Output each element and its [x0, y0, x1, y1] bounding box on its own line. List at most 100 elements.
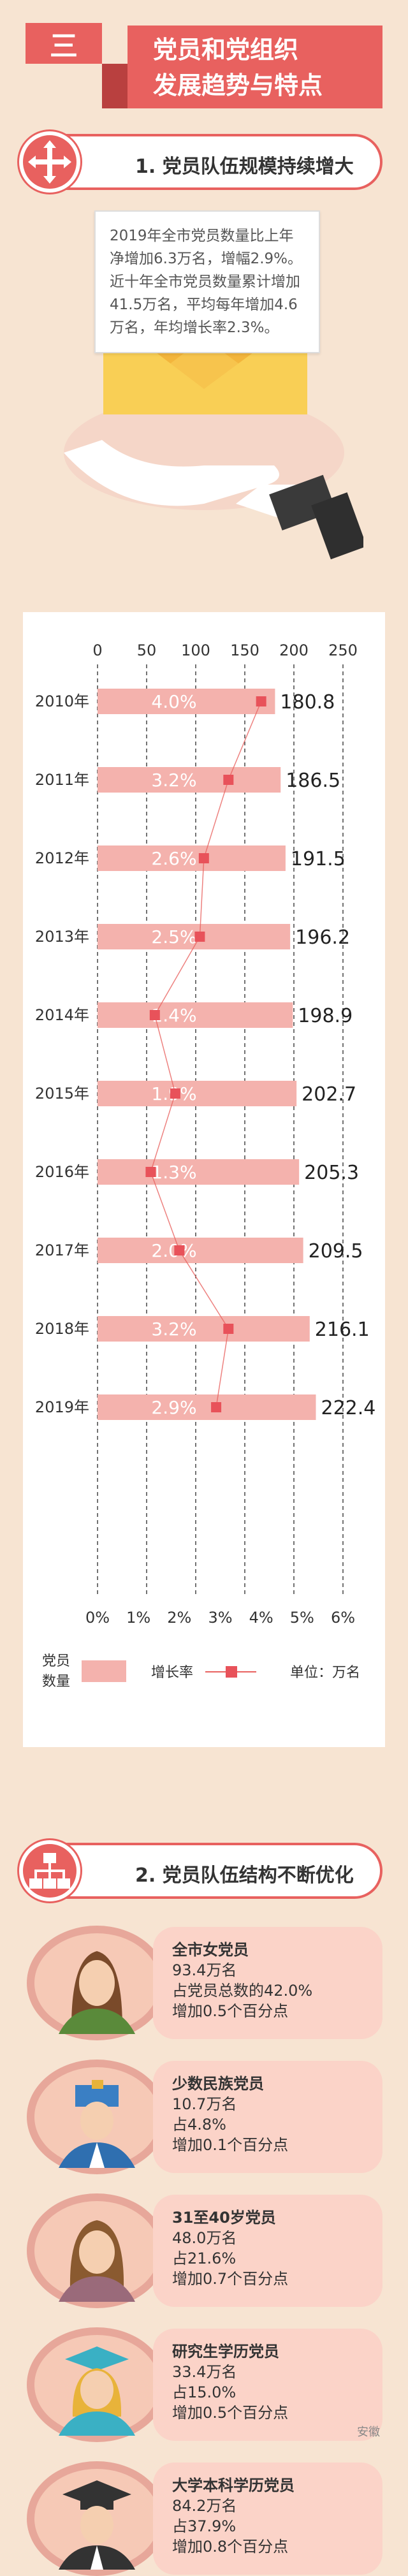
category-label: 2017年 — [35, 1241, 89, 1259]
bar — [98, 1316, 310, 1342]
profile-line: 占党员总数的42.0% — [172, 1982, 313, 2000]
rate-marker — [145, 1167, 156, 1177]
rate-value-label: 3.2% — [151, 770, 196, 791]
summary-text: 2019年全市党员数量比上年净增加6.3万名，增幅2.9%。近十年全市党员数量累… — [110, 228, 303, 336]
watermark: 安徽 — [357, 2426, 380, 2439]
bottom-axis-tick: 5% — [290, 1609, 314, 1627]
legend-bar-swatch — [82, 1660, 126, 1682]
profile-line: 少数民族党员 — [172, 2075, 264, 2093]
top-axis-tick: 50 — [137, 641, 157, 659]
young-woman-icon — [33, 2200, 161, 2304]
expand-arrows-icon — [19, 131, 80, 193]
profile-line: 占15.0% — [172, 2383, 237, 2401]
bottom-axis-tick: 0% — [85, 1609, 110, 1627]
bar-value-label: 202.7 — [302, 1083, 356, 1106]
bar — [98, 1081, 297, 1106]
category-label: 2010年 — [35, 692, 89, 710]
category-label: 2015年 — [35, 1085, 89, 1102]
rate-marker — [223, 1324, 234, 1334]
category-label: 2019年 — [35, 1398, 89, 1416]
legend-bar-label-line1: 党员 — [42, 1653, 70, 1669]
profile-card: 31至40岁党员 48.0万名 占21.6% 增加0.7个百分点 — [153, 2195, 382, 2307]
rate-value-label: 2.9% — [151, 1397, 196, 1418]
bar-value-label: 198.9 — [298, 1005, 353, 1027]
ethnic-minority-icon — [33, 2066, 161, 2170]
profile-card: 研究生学历党员 33.4万名 占15.0% 增加0.5个百分点 — [153, 2329, 382, 2441]
rate-value-label: 3.2% — [151, 1319, 196, 1340]
rate-marker — [194, 932, 205, 942]
category-label: 2011年 — [35, 771, 89, 789]
profile-card: 少数民族党员 10.7万名 占4.8% 增加0.1个百分点 — [153, 2061, 382, 2173]
profile-line: 84.2万名 — [172, 2497, 237, 2515]
top-axis-tick: 250 — [328, 641, 358, 659]
profile-line: 增加0.1个百分点 — [172, 2136, 289, 2154]
bar-value-label: 191.5 — [291, 848, 346, 870]
rate-marker — [149, 1010, 160, 1020]
party-member-chart: 0 50 100 150 200 250 0% 1% 2% 3% 4% 5% 6% 2010年 180.8 4… — [35, 641, 375, 1690]
legend-bar-label-line2: 数量 — [42, 1674, 70, 1690]
section1-header: 1. 党员队伍规模持续增大 — [31, 134, 382, 190]
profile-line: 10.7万名 — [172, 2095, 237, 2113]
profile-line: 占37.9% — [172, 2517, 237, 2535]
bar-value-label: 186.5 — [286, 770, 340, 792]
bar-value-label: 196.2 — [295, 926, 350, 949]
profile-line: 增加0.5个百分点 — [172, 2404, 289, 2422]
profile-line: 研究生学历党员 — [172, 2343, 279, 2360]
top-axis-tick: 0 — [92, 641, 102, 659]
profile-line: 占21.6% — [172, 2250, 237, 2267]
profile-line: 占4.8% — [172, 2116, 226, 2133]
legend-unit: 单位：万名 — [290, 1665, 360, 1681]
rate-value-label: 2.0% — [151, 1240, 196, 1261]
category-label: 2013年 — [35, 928, 89, 946]
section2-title: 2. 党员队伍结构不断优化 — [135, 1864, 354, 1887]
profile-avatar-frame — [27, 2060, 167, 2174]
section1-title: 1. 党员队伍规模持续增大 — [135, 156, 354, 178]
summary-paper — [94, 210, 320, 353]
legend-line-label: 增长率 — [151, 1665, 193, 1681]
bottom-axis-tick: 3% — [208, 1609, 232, 1627]
profile-avatar-frame — [27, 2193, 167, 2308]
category-label: 2012年 — [35, 849, 89, 867]
bar-value-label: 222.4 — [321, 1397, 375, 1419]
rate-line — [150, 701, 262, 1408]
bar — [98, 1238, 303, 1263]
legend-marker-swatch — [226, 1666, 237, 1678]
profile-avatar-frame — [27, 2327, 167, 2442]
section-number-badge: 三 — [26, 23, 102, 64]
bachelor-graduate-icon — [33, 2468, 161, 2572]
profile-card: 大学本科学历党员 84.2万名 占37.9% 增加0.8个百分点 — [153, 2463, 382, 2575]
rate-marker — [198, 853, 209, 863]
banner-fold — [102, 64, 127, 108]
bar — [98, 845, 286, 871]
banner-title-line1: 党员和党组织 — [153, 36, 299, 64]
bottom-axis-tick: 6% — [331, 1609, 355, 1627]
profile-line: 48.0万名 — [172, 2229, 237, 2247]
category-label: 2014年 — [35, 1006, 89, 1024]
bar — [98, 689, 275, 714]
bar — [98, 1394, 316, 1420]
bar — [98, 924, 291, 949]
graduate-student-icon — [33, 2334, 161, 2438]
bar-value-label: 216.1 — [315, 1319, 370, 1341]
rate-value-label: 1.3% — [151, 1162, 196, 1183]
rate-marker — [211, 1402, 222, 1412]
section2-header: 2. 党员队伍结构不断优化 — [31, 1843, 382, 1899]
rate-marker — [174, 1245, 185, 1255]
banner-title-line2: 发展趋势与特点 — [153, 71, 323, 99]
section-banner-title: 党员和党组织 发展趋势与特点 — [127, 26, 382, 108]
profile-avatar-frame — [27, 1926, 167, 2040]
rate-value-label: 4.0% — [151, 691, 196, 712]
rate-marker — [170, 1088, 180, 1099]
top-axis-tick: 200 — [279, 641, 309, 659]
rate-value-label: 2.6% — [151, 848, 196, 869]
category-label: 2018年 — [35, 1320, 89, 1338]
profile-line: 93.4万名 — [172, 1961, 237, 1979]
profile-line: 增加0.7个百分点 — [172, 2270, 289, 2288]
rate-marker — [256, 696, 266, 706]
org-chart-icon — [19, 1840, 80, 1901]
profile-avatar-frame — [27, 2461, 167, 2576]
bar — [98, 1002, 293, 1028]
bar — [98, 767, 281, 793]
bar-value-label: 180.8 — [280, 691, 335, 714]
category-label: 2016年 — [35, 1163, 89, 1181]
